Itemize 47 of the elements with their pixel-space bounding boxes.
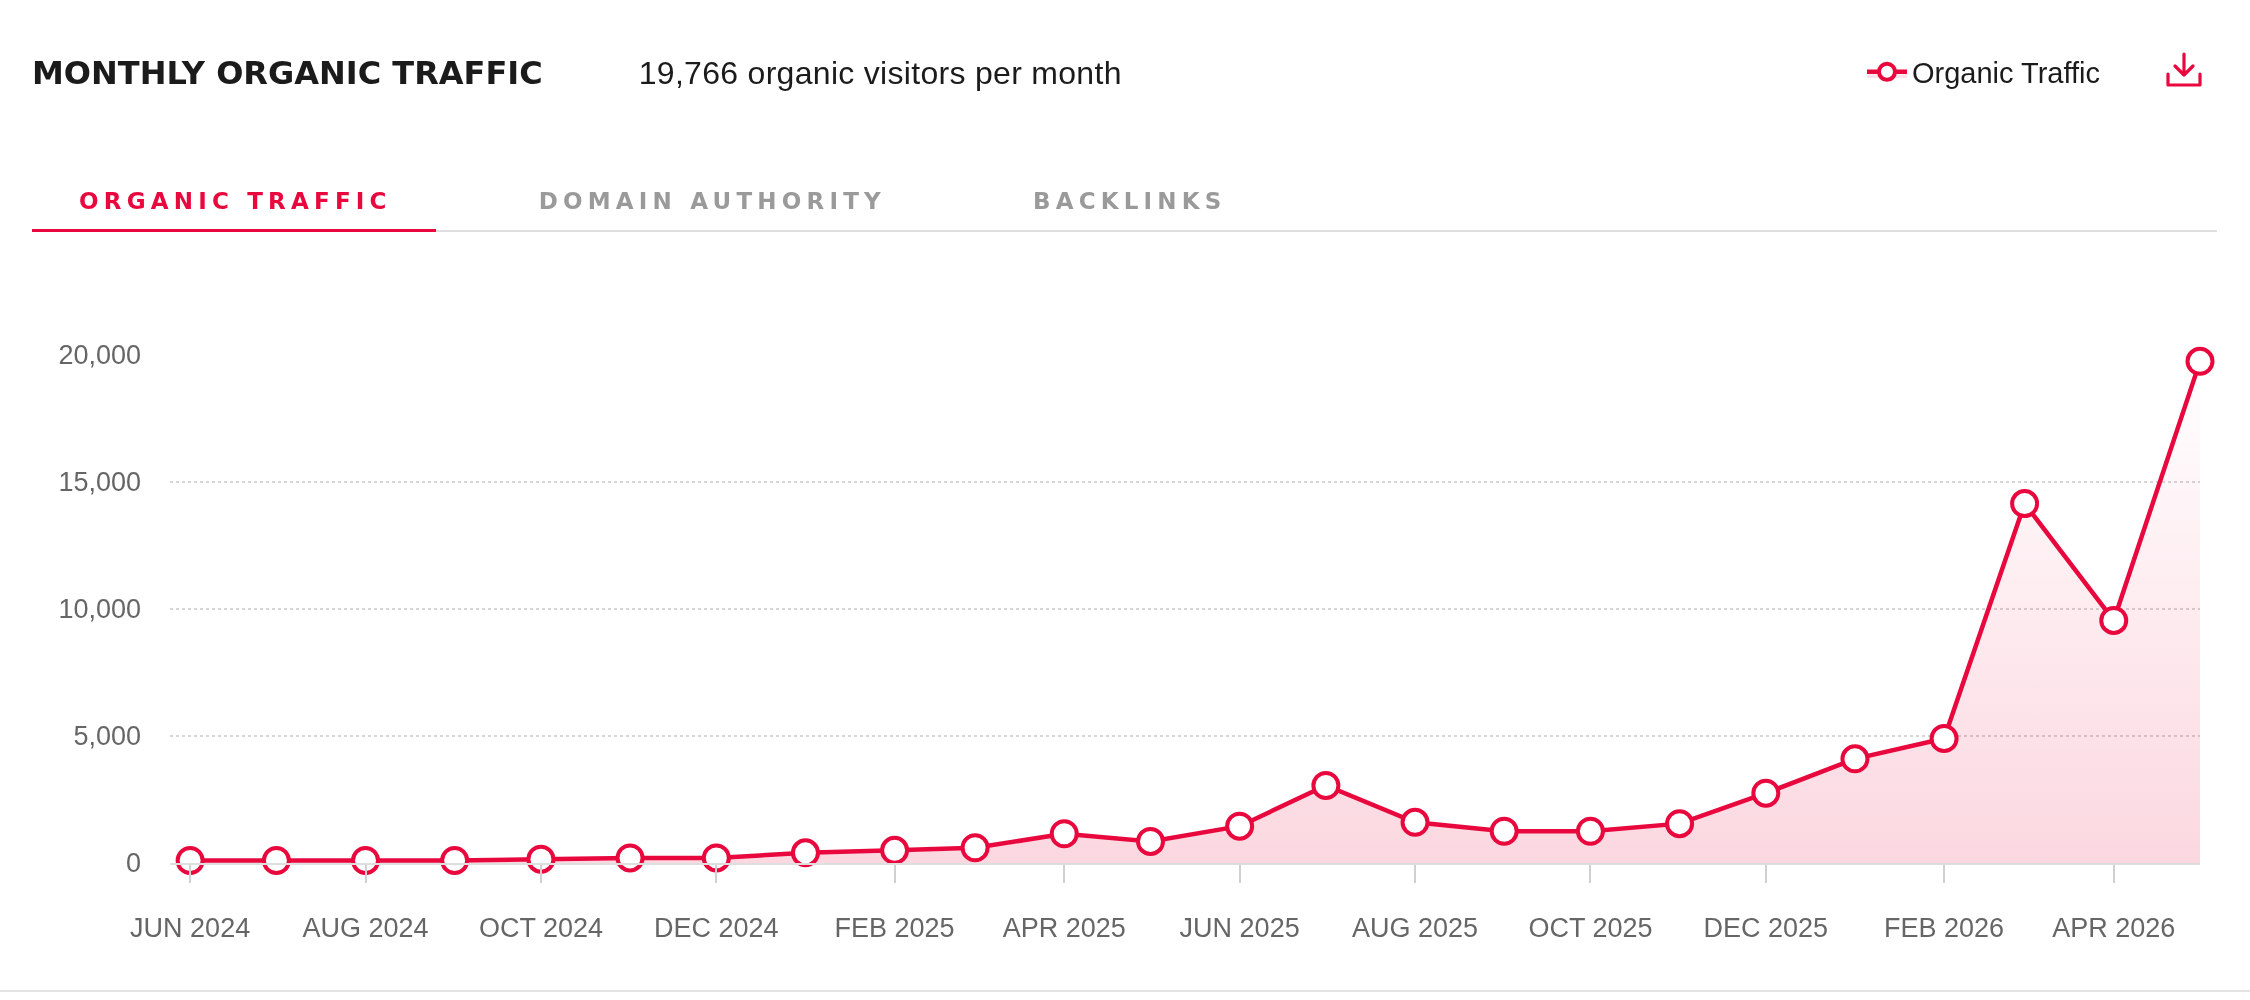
point (880, 835, 910, 865)
y-tick-label: 10,000 (58, 594, 141, 625)
x-tick-label: FEB 2026 (1884, 913, 2005, 944)
point (960, 833, 990, 863)
x-tick-label: OCT 2025 (1528, 913, 1653, 944)
y-tick-label: 5,000 (73, 721, 141, 752)
x-tick-label: APR 2026 (2052, 913, 2176, 944)
point (1665, 809, 1695, 839)
point (175, 845, 205, 875)
text: ORGANIC TRAFFIC (32, 180, 436, 232)
x-tick-label: DEC 2025 (1703, 913, 1829, 944)
legend-label: Organic Traffic (1912, 57, 2101, 90)
point (790, 838, 820, 868)
x-tick-label: APR 2025 (1002, 913, 1126, 944)
x-tick-label: DEC 2024 (654, 913, 779, 944)
point (1840, 744, 1870, 774)
point (261, 845, 291, 875)
y-tick-label: 15,000 (58, 467, 141, 498)
point (1489, 816, 1519, 846)
point (2099, 605, 2129, 635)
x-tick-label: AUG 2024 (302, 913, 429, 944)
x-tick-label: FEB 2025 (834, 913, 955, 944)
chart-subtitle: 19,766 organic visitors per month (638, 54, 1122, 92)
x-tick-label: OCT 2024 (478, 913, 603, 944)
point (1136, 826, 1165, 856)
point (1311, 771, 1341, 801)
point (701, 843, 731, 873)
x-tick-label: AUG 2025 (1351, 913, 1479, 944)
point (1575, 816, 1605, 846)
chart-title: MONTHLY ORGANIC TRAFFIC (32, 54, 543, 92)
text: BACKLINKS (1031, 187, 1228, 216)
x-tick-label: JUN 2025 (1179, 913, 1300, 944)
point (2010, 489, 2040, 519)
y-tick-label: 0 (125, 848, 141, 879)
point (440, 845, 470, 875)
text: DOMAIN AUTHORITY (537, 187, 887, 216)
point (1225, 811, 1255, 841)
point (351, 845, 381, 875)
x-tick-label: JUN 2024 (130, 913, 251, 944)
point (1929, 724, 1959, 754)
y-tick-label: 20,000 (58, 340, 141, 371)
point (2185, 346, 2215, 376)
point (615, 843, 645, 873)
point (1751, 778, 1781, 808)
point (1049, 819, 1079, 849)
point (526, 844, 556, 874)
point (1400, 807, 1430, 837)
